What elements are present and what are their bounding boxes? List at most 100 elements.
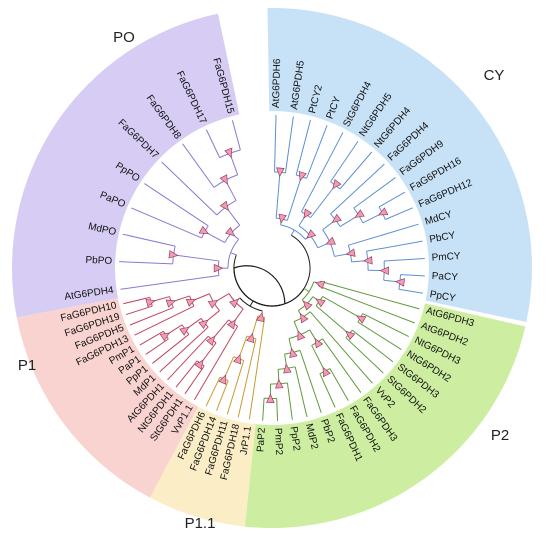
branch-segment [183,144,214,188]
leaf-label: PmP2 [272,428,284,456]
branch-segment [287,177,301,221]
branch-segment [277,398,278,420]
bootstrap-marker [312,337,323,348]
branch-segment [231,253,237,255]
bootstrap-marker [225,148,235,158]
leaf-label: PbPO [85,255,112,267]
branch-segment [346,338,383,373]
branch-segment [358,322,402,349]
bootstrap-marker [297,171,307,181]
leaf-label: AtG6PDH6 [271,58,283,108]
bootstrap-marker [330,180,341,191]
clade-label-P2: P2 [491,427,509,444]
bootstrap-marker [160,330,171,341]
branch-segment [131,208,201,238]
branch-segment [174,255,219,261]
branch-segment [206,130,219,158]
branch-segment [285,117,293,173]
branch-segment [275,115,276,172]
bootstrap-marker [166,297,176,307]
tree-branches [119,115,425,421]
bootstrap-marker [353,210,364,221]
bootstrap-marker [247,332,257,342]
branch-segment [384,258,425,261]
bootstrap-marker [297,312,308,323]
branch-segment [185,366,204,394]
bootstrap-marker [314,279,324,289]
branch-arc [253,288,304,306]
branch-segment [310,312,372,384]
branch-segment [399,289,423,293]
branch-segment [250,301,253,306]
leaf-label: PaCY [431,271,458,283]
bootstrap-marker [330,214,341,225]
branch-segment [130,308,173,325]
branch-segment [206,377,220,406]
branch-segment [162,162,217,215]
branch-segment [123,234,175,246]
branch-segment [304,288,309,291]
branch-segment [146,339,169,354]
bootstrap-marker [146,297,156,307]
clade-label-P1-1: P1.1 [185,515,216,532]
branch-segment [319,286,415,323]
bootstrap-marker [234,353,244,363]
clade-label-PO: PO [113,29,135,46]
bootstrap-marker [295,330,305,341]
leaf-label: PaP2 [255,427,267,453]
branch-segment [316,306,349,334]
branch-segment [340,152,372,189]
branch-segment [120,275,218,289]
bootstrap-marker [325,237,336,247]
branch-segment [320,281,419,309]
branch-segment [287,383,292,420]
branch-segment [300,350,321,412]
node-markers [146,148,405,403]
branch-segment [307,125,327,178]
branch-segment [320,374,335,408]
bootstrap-marker [220,175,231,186]
clade-label-P1: P1 [18,357,36,374]
branch-segment [367,241,423,251]
bootstrap-marker [288,348,297,358]
bootstrap-marker [199,226,210,237]
branch-segment [295,367,307,417]
branch-segment [176,361,197,387]
bootstrap-marker [208,297,219,308]
branch-segment [352,330,393,362]
branch-segment [263,398,264,420]
bootstrap-marker [195,358,206,369]
branch-segment [348,224,418,245]
branch-segment [276,172,280,218]
leaf-label: PmCY [431,251,461,264]
branch-segment [217,381,229,411]
branch-segment [401,275,425,276]
branch-segment [354,178,396,208]
branch-segment [238,339,256,418]
bootstrap-marker [186,296,197,306]
clade-label-CY: CY [484,67,505,84]
bootstrap-marker [320,366,331,377]
branch-segment [296,120,310,175]
branch-segment [232,120,240,150]
branch-segment [249,317,264,419]
branch-segment [168,336,209,380]
branch-segment [119,262,173,264]
branch-segment [140,331,164,345]
branch-segment [227,360,243,414]
bootstrap-marker [346,249,356,258]
bootstrap-marker [277,214,286,224]
branch-segment [291,230,294,235]
clade-sector-CY [267,8,532,322]
branch-segment [126,306,152,314]
branch-segment [363,314,409,337]
branch-segment [385,208,412,220]
branch-segment [330,369,348,401]
branch-segment [123,297,150,303]
branch-segment [152,334,188,363]
branch-segment [144,184,208,226]
branch-segment [331,164,385,214]
branch-segment [379,192,405,207]
